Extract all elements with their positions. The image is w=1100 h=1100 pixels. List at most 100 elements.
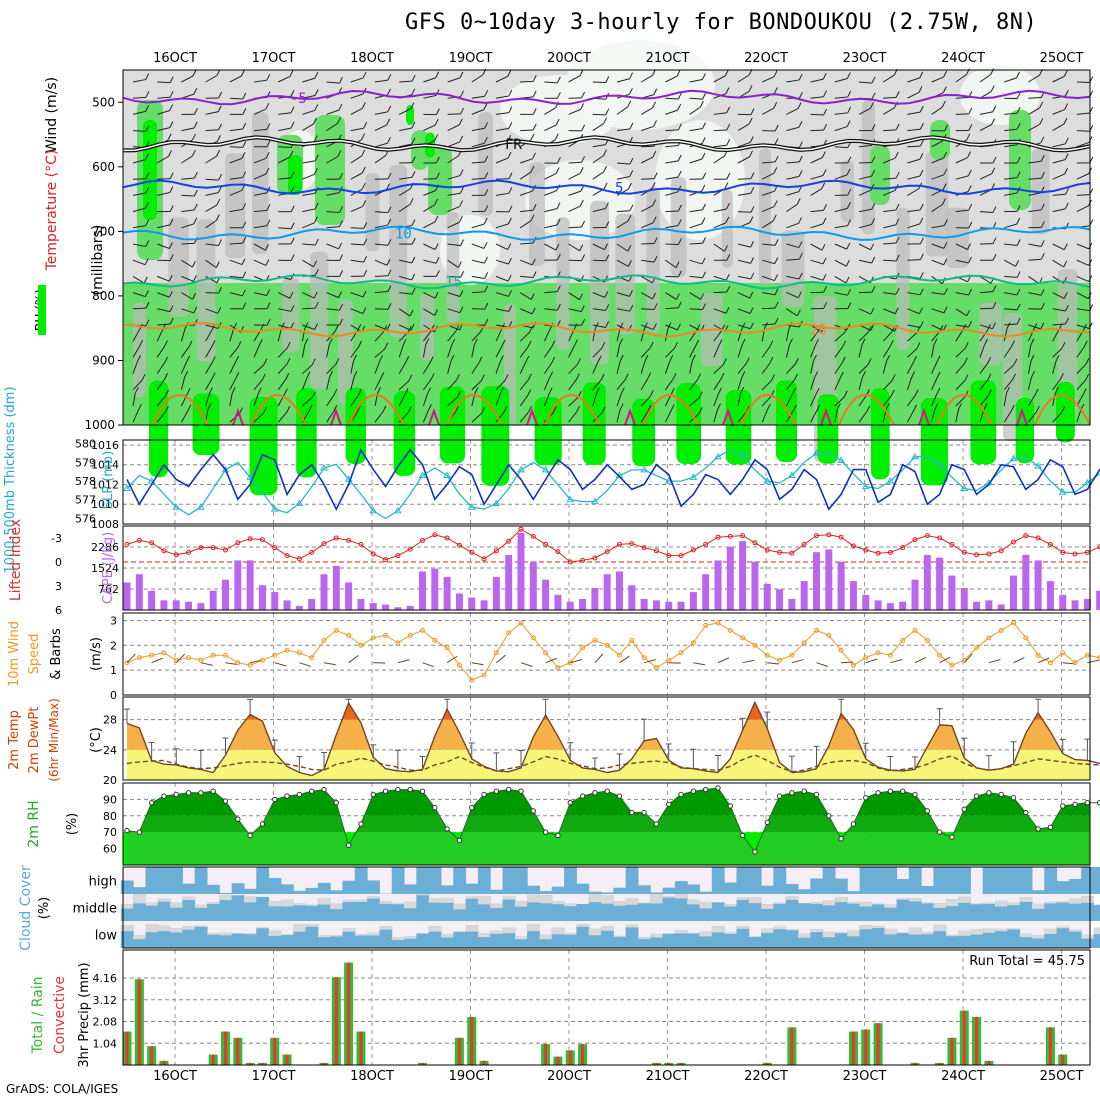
wind-barb-flag — [726, 123, 731, 131]
wind-barb-flag — [169, 254, 174, 261]
thickness-point — [763, 477, 772, 484]
wind-barb-flag — [846, 120, 851, 127]
wind-speed-point — [690, 640, 696, 646]
cloud-cell — [490, 930, 504, 948]
wind-barb-flag — [919, 272, 924, 279]
temp-tick-label: 28 — [103, 714, 117, 727]
wind-barb — [277, 378, 287, 391]
cloud-gray — [1093, 927, 1100, 935]
wind-barb — [931, 259, 944, 266]
wind-barb — [374, 308, 389, 310]
wind-barb — [519, 220, 532, 229]
cloud-gray — [268, 901, 282, 907]
cloud-cell — [293, 890, 307, 894]
wind-barb — [399, 80, 413, 83]
wind-barb — [326, 377, 331, 390]
wind-barb-flag — [1065, 188, 1070, 195]
wind-barb-flag — [428, 403, 432, 411]
rh-tick-label: 70 — [103, 826, 117, 839]
wind-barb-flag — [774, 317, 779, 325]
li-point — [395, 553, 401, 559]
wind-barb-flag — [266, 289, 271, 296]
cloud-gray — [871, 926, 885, 929]
wind-barb-flag — [967, 275, 972, 283]
isotherm-warm — [250, 394, 307, 426]
wind-barb-flag — [798, 155, 803, 163]
wind-barb-flag — [822, 169, 827, 176]
wind-barb-flag — [411, 137, 416, 145]
wind-barb-10m — [914, 657, 927, 664]
wind-barb — [810, 410, 818, 423]
cloud-cell — [748, 867, 762, 894]
wind-barb-flag — [1040, 322, 1045, 330]
wind-barb — [1052, 75, 1065, 83]
wind-barb — [665, 243, 679, 246]
wind-barb-flag — [726, 172, 731, 180]
wind-barb-flag — [1063, 70, 1068, 77]
wind-barb — [1076, 346, 1085, 358]
cloud-cell — [785, 929, 799, 948]
cloud-cell — [822, 900, 836, 921]
wind-barb — [737, 328, 743, 342]
wind-barb-flag — [822, 257, 827, 265]
cape-bar — [899, 601, 907, 610]
wind-barb — [592, 393, 597, 407]
cape-bar — [603, 574, 611, 610]
wind-barb — [931, 330, 941, 342]
wind-barb — [786, 379, 795, 391]
wind-barb-flag — [484, 302, 489, 310]
precip-bar-convective — [482, 1060, 486, 1065]
rh-streak — [556, 216, 570, 351]
wind-barb — [253, 393, 259, 407]
cape-bar — [172, 600, 180, 610]
precip-bar-convective — [556, 1056, 560, 1065]
wind-barb-flag — [579, 69, 584, 76]
wind-barb-flag — [1064, 153, 1069, 160]
wind-barb — [568, 161, 582, 164]
li-point — [370, 551, 376, 557]
cloud-gray — [970, 928, 984, 935]
cloud-gray — [810, 929, 824, 933]
wind-barb-flag — [218, 91, 223, 99]
wind-barb — [1076, 275, 1089, 283]
rh-saturated-blob — [406, 105, 414, 125]
wind-speed-point — [518, 620, 524, 626]
precip-bar-convective — [470, 1016, 474, 1065]
cloud-gray — [379, 901, 393, 904]
rh2m-point — [899, 788, 906, 794]
wind-barb-flag — [701, 137, 706, 144]
wind-barb-flag — [725, 273, 730, 281]
wind-barb-flag — [193, 108, 198, 115]
cloud-gray — [834, 897, 848, 903]
wind-barb — [1076, 112, 1090, 115]
wind-barb-flag — [411, 256, 416, 264]
rh2m-point — [690, 788, 697, 794]
cape-bar — [776, 589, 784, 610]
cloud-cell — [884, 904, 898, 921]
wind-barb — [1003, 379, 1013, 391]
wind-speed-point — [592, 637, 598, 643]
wind-barb-flag — [556, 304, 561, 311]
wind-barb — [713, 208, 727, 213]
wind-barb-flag — [434, 134, 439, 141]
wind-barb-flag — [845, 276, 850, 284]
wind-barb — [689, 97, 703, 100]
li-point — [543, 541, 549, 547]
wind-barb-flag — [669, 355, 674, 362]
wind-barb — [495, 329, 503, 342]
rh2m-point — [752, 849, 758, 855]
wind-barb — [399, 176, 413, 180]
precip-bar-convective — [334, 977, 338, 1065]
wind-barb-flag — [652, 199, 657, 206]
wind-barb — [762, 161, 776, 164]
wind-barb — [1076, 379, 1086, 391]
wind-barb — [229, 361, 237, 374]
wind-barb — [931, 292, 945, 295]
wind-barb — [374, 275, 389, 277]
wind-barb — [834, 96, 848, 99]
rh-band-low — [127, 832, 1090, 865]
cloud-cell — [995, 867, 1008, 894]
li-point — [961, 549, 967, 555]
wind-barb-flag — [339, 76, 344, 84]
wind-barb — [1004, 243, 1018, 246]
